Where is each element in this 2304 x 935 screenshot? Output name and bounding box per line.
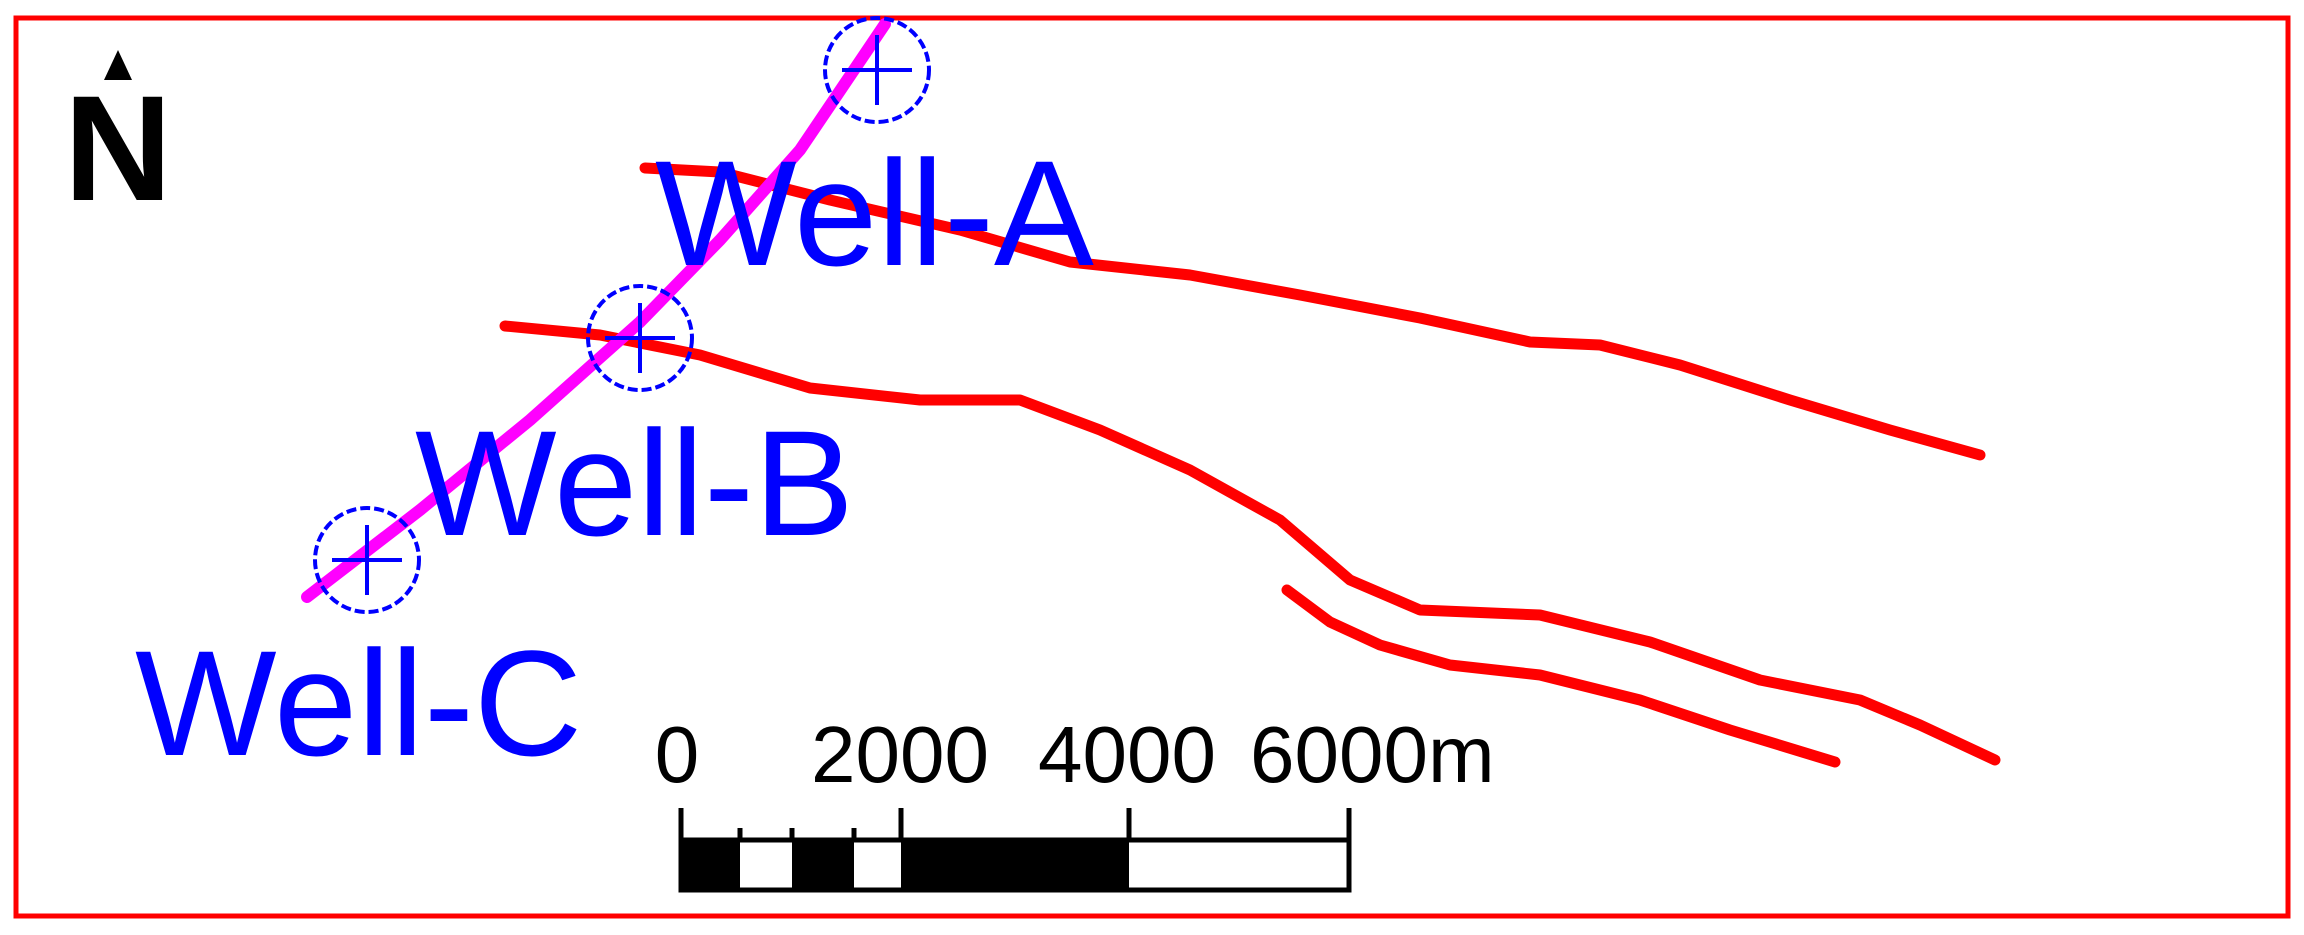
scale-label-6000m: 6000m <box>1250 710 1495 799</box>
well-symbols <box>313 16 931 614</box>
north-arrow: N <box>64 50 172 232</box>
well-c-symbol <box>313 506 421 614</box>
well-a-symbol <box>823 16 931 124</box>
scale-label-0: 0 <box>655 710 700 799</box>
well-c-label: Well-C <box>135 619 582 787</box>
north-label: N <box>64 64 172 232</box>
scale-label-2000: 2000 <box>811 710 989 799</box>
scale-bar: 0 2000 4000 6000m <box>655 710 1495 893</box>
well-b-label: Well-B <box>415 399 854 567</box>
fault-lines <box>499 162 2001 768</box>
map-frame <box>13 15 2291 919</box>
fault-line-1 <box>639 162 1986 461</box>
well-a-label: Well-A <box>655 129 1094 297</box>
fault-line-2 <box>499 320 2001 766</box>
well-b-symbol <box>586 284 694 392</box>
north-arrow-icon <box>104 50 132 80</box>
scale-label-4000: 4000 <box>1038 710 1216 799</box>
fault-line-3 <box>1281 584 1841 768</box>
